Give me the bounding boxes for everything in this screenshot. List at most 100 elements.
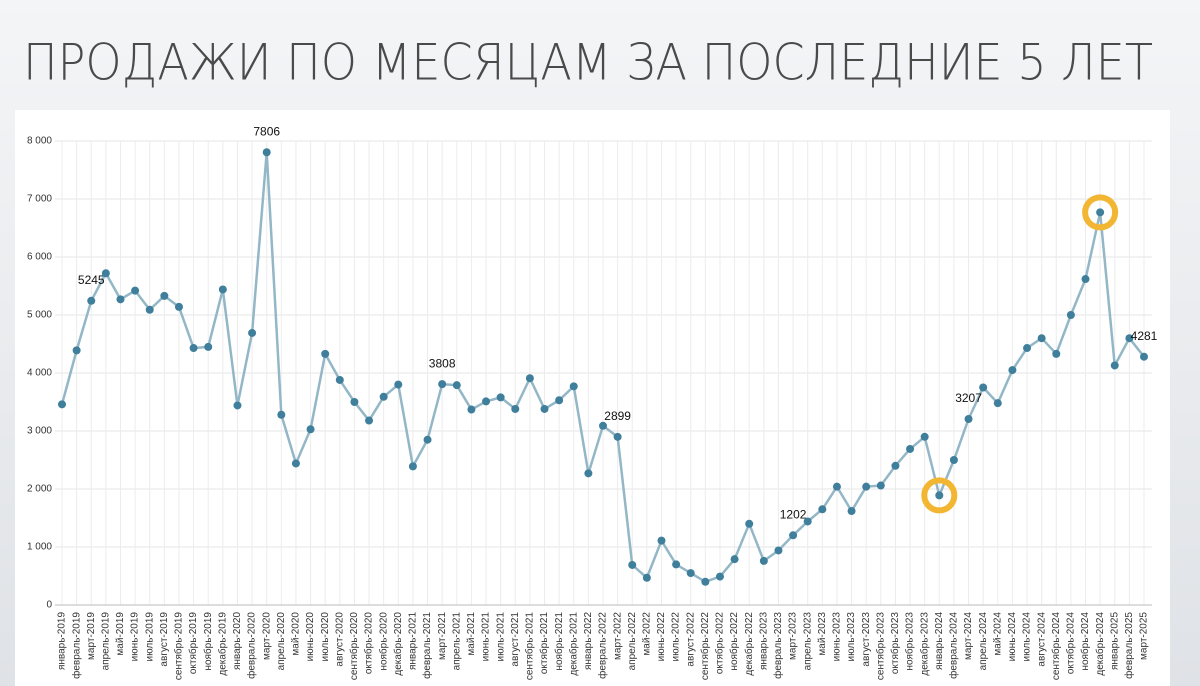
x-tick-label: август-2020: [334, 612, 345, 667]
x-tick-label: февраль-2020: [246, 612, 258, 679]
x-tick-label: октябрь-2022: [714, 612, 726, 675]
point: [72, 346, 81, 355]
point: [1066, 311, 1075, 319]
x-tick-label: июль-2019: [144, 612, 155, 662]
x-tick-label: март-2023: [788, 612, 799, 660]
x-tick-label: март-2021: [437, 612, 448, 660]
point: [233, 401, 242, 410]
point: [365, 416, 374, 425]
x-tick-label: декабрь-2023: [918, 612, 930, 676]
x-tick-label: июнь-2021: [481, 612, 492, 662]
point: [496, 393, 505, 402]
point: [920, 432, 929, 441]
x-tick-label: ноябрь-2023: [904, 612, 916, 671]
value-label: 3207: [955, 391, 982, 405]
chart-panel: [15, 110, 1170, 686]
point: [628, 560, 637, 569]
point: [174, 302, 183, 311]
x-tick-label: октябрь-2020: [363, 612, 375, 675]
x-tick-label: сентябрь-2024: [1050, 612, 1062, 681]
point: [1008, 366, 1017, 375]
point: [467, 405, 476, 414]
point: [379, 392, 388, 401]
x-tick-label: январь-2022: [583, 612, 594, 670]
x-tick-label: апрель-2019: [101, 612, 112, 671]
point: [350, 398, 359, 406]
point: [906, 444, 915, 453]
point: [1023, 344, 1032, 353]
y-tick-label: 5 000: [27, 310, 52, 321]
x-tick-label: апрель-2023: [802, 612, 813, 671]
x-tick-label: декабрь-2019: [216, 612, 228, 676]
highlight-ring: [1082, 194, 1119, 231]
value-label: 2899: [604, 409, 631, 423]
x-tick-label: июнь-2022: [656, 612, 667, 662]
x-tick-label: август-2024: [1036, 612, 1047, 667]
point: [204, 342, 213, 351]
x-tick-label: сентябрь-2022: [699, 612, 711, 681]
point: [555, 396, 564, 405]
highlight-ring: [921, 477, 958, 514]
x-tick-label: декабрь-2020: [392, 612, 404, 676]
point: [306, 425, 315, 434]
x-tick-label: январь-2024: [934, 612, 945, 670]
point: [774, 546, 783, 555]
x-tick-label: апрель-2022: [627, 612, 638, 671]
x-tick-label: октябрь-2021: [538, 612, 550, 675]
x-tick-label: март-2022: [612, 612, 623, 660]
x-tick-label: апрель-2024: [978, 612, 989, 671]
point: [642, 573, 651, 582]
x-tick-label: январь-2025: [1109, 612, 1120, 670]
point: [993, 399, 1002, 408]
x-tick-label: апрель-2020: [276, 612, 287, 671]
point: [657, 536, 666, 545]
x-tick-label: май-2022: [642, 612, 653, 656]
x-tick-label: октябрь-2019: [187, 612, 199, 675]
point: [730, 555, 739, 564]
x-tick-label: май-2020: [291, 612, 302, 656]
point: [613, 432, 622, 441]
point: [438, 380, 447, 389]
x-tick-label: январь-2019: [57, 612, 68, 670]
x-tick-label: март-2020: [261, 612, 272, 660]
point: [686, 569, 695, 578]
x-tick-label: январь-2020: [232, 612, 243, 670]
point: [248, 328, 257, 337]
point: [145, 305, 154, 314]
y-tick-label: 1 000: [27, 542, 52, 553]
point: [482, 397, 491, 406]
value-label: 1202: [780, 507, 807, 521]
point: [452, 381, 461, 390]
x-tick-label: март-2024: [963, 612, 974, 660]
point: [979, 383, 988, 392]
y-tick-label: 7 000: [27, 194, 52, 205]
point: [408, 462, 417, 471]
x-tick-label: июль-2020: [320, 612, 331, 662]
point: [540, 404, 549, 413]
x-tick-label: декабрь-2022: [743, 612, 755, 676]
point: [87, 296, 96, 305]
point: [116, 295, 125, 304]
x-tick-label: ноябрь-2024: [1079, 612, 1091, 671]
x-tick-label: май-2024: [992, 612, 1003, 656]
point: [891, 461, 900, 470]
x-tick-label: июнь-2019: [130, 612, 141, 662]
point: [876, 481, 885, 490]
point: [1096, 208, 1105, 217]
x-tick-label: февраль-2025: [1123, 612, 1135, 679]
y-tick-label: 6 000: [27, 252, 52, 263]
x-tick-label: февраль-2024: [948, 612, 960, 679]
point: [862, 482, 871, 491]
x-tick-label: ноябрь-2022: [728, 612, 740, 671]
point: [101, 269, 110, 278]
x-tick-label: июль-2021: [495, 612, 506, 662]
x-tick-label: октябрь-2024: [1065, 612, 1077, 675]
x-tick-label: сентябрь-2020: [348, 612, 360, 681]
point: [1052, 349, 1061, 358]
point: [131, 286, 140, 295]
point: [277, 410, 286, 419]
point: [160, 291, 169, 300]
x-tick-label: сентябрь-2019: [173, 612, 185, 681]
point: [1037, 334, 1046, 343]
